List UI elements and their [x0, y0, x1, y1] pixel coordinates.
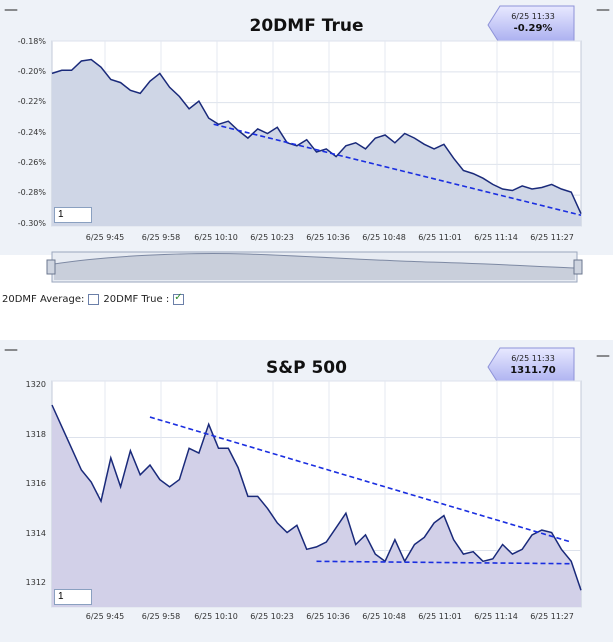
chart2-ytick: 1314: [25, 529, 46, 538]
chart1-xtick: 6/25 9:58: [141, 233, 181, 242]
chart2-xtick: 6/25 11:27: [530, 612, 574, 621]
range-handle-left: [46, 259, 56, 275]
chart1-period-input[interactable]: [54, 207, 92, 223]
series-area: [52, 405, 581, 607]
chart2-xtick: 6/25 11:14: [474, 612, 518, 621]
series-line: [51, 404, 582, 591]
chart1-ytick: -0.26%: [17, 158, 46, 167]
trendline: [149, 416, 572, 543]
chart2-title: S&P 500: [266, 358, 347, 378]
legend-true-checkbox[interactable]: [173, 292, 185, 305]
legend-true-label: 20DMF True :: [103, 294, 170, 305]
chart2-xtick: 6/25 9:45: [85, 612, 125, 621]
chart1-ytick: -0.20%: [17, 67, 46, 76]
range-handle-right: [573, 259, 583, 275]
series-line: [51, 58, 582, 215]
chart2-period-input[interactable]: [54, 589, 92, 605]
legend: 20DMF Average: 20DMF True :: [2, 292, 185, 305]
trendline: [316, 560, 572, 565]
chart2-ytick: 1316: [25, 479, 46, 488]
chart1-callout-time: 6/25 11:33: [511, 12, 555, 21]
chart1-xtick: 6/25 11:01: [418, 233, 462, 242]
chart1-ytick: -0.22%: [17, 97, 46, 106]
legend-average-label: 20DMF Average:: [2, 294, 85, 305]
chart2-collapse-icon-right[interactable]: —: [596, 348, 610, 364]
chart2-callout-time: 6/25 11:33: [511, 354, 555, 363]
chart2-xtick: 6/25 10:36: [306, 612, 350, 621]
chart2-xtick: 6/25 10:48: [362, 612, 406, 621]
chart1-collapse-icon[interactable]: —: [4, 2, 18, 18]
chart1-xtick: 6/25 11:27: [530, 233, 574, 242]
chart2-xtick: 6/25 11:01: [418, 612, 462, 621]
chart1-ytick: -0.24%: [17, 128, 46, 137]
chart1-xtick: 6/25 10:48: [362, 233, 406, 242]
chart1-xtick: 6/25 9:45: [85, 233, 125, 242]
chart2-ytick: 1318: [25, 430, 46, 439]
legend-average-checkbox[interactable]: [88, 294, 100, 305]
trendline: [213, 123, 582, 216]
chart1-plot: [51, 40, 582, 227]
chart1-xtick: 6/25 10:36: [306, 233, 350, 242]
chart1-xtick: 6/25 10:10: [194, 233, 238, 242]
chart2-callout-value: 1311.70: [510, 365, 556, 376]
chart1-ytick: -0.18%: [17, 37, 46, 46]
chart1-callout-value: -0.29%: [513, 23, 553, 34]
chart2-ytick: 1320: [25, 380, 46, 389]
chart1-collapse-icon-right[interactable]: —: [596, 2, 610, 18]
chart2-collapse-icon[interactable]: —: [4, 342, 18, 358]
chart2-xtick: 6/25 10:23: [250, 612, 294, 621]
series-area: [52, 59, 581, 226]
chart1-xtick: 6/25 10:23: [250, 233, 294, 242]
chart2-xtick: 6/25 9:58: [141, 612, 181, 621]
chart1-title: 20DMF True: [249, 16, 364, 36]
chart1-range-navigator[interactable]: [46, 248, 584, 286]
chart1-xtick: 6/25 11:14: [474, 233, 518, 242]
chart1-ytick: -0.30%: [17, 219, 46, 228]
chart2-ytick: 1312: [25, 578, 46, 587]
chart1-ytick: -0.28%: [17, 188, 46, 197]
chart2-xtick: 6/25 10:10: [194, 612, 238, 621]
